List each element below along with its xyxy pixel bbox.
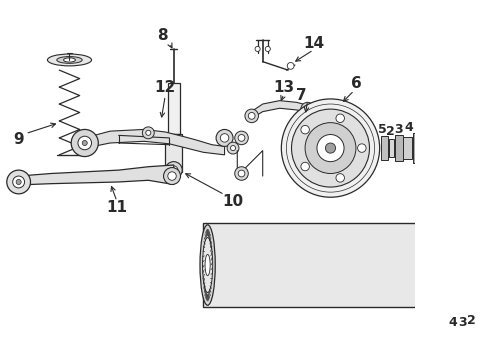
Circle shape: [358, 144, 366, 152]
Bar: [413, 133, 423, 163]
Text: 6: 6: [350, 76, 361, 91]
Ellipse shape: [200, 225, 215, 305]
Circle shape: [238, 170, 245, 177]
Circle shape: [146, 130, 151, 135]
Text: 10: 10: [222, 194, 244, 209]
Circle shape: [336, 114, 344, 122]
Polygon shape: [85, 130, 224, 155]
Ellipse shape: [202, 238, 213, 293]
Polygon shape: [17, 165, 174, 186]
Circle shape: [235, 167, 248, 180]
Text: 11: 11: [106, 200, 127, 215]
Text: 8: 8: [157, 28, 168, 43]
Ellipse shape: [57, 57, 82, 63]
Circle shape: [292, 109, 369, 187]
Circle shape: [216, 130, 233, 147]
Bar: [403, 137, 412, 159]
Circle shape: [235, 131, 248, 145]
Circle shape: [245, 109, 258, 123]
Circle shape: [304, 106, 311, 112]
Circle shape: [301, 162, 309, 171]
Text: 9: 9: [13, 132, 24, 147]
Circle shape: [238, 135, 245, 141]
Polygon shape: [250, 101, 309, 119]
Text: 7: 7: [295, 88, 306, 103]
Ellipse shape: [64, 58, 75, 62]
Circle shape: [305, 123, 356, 174]
Circle shape: [78, 136, 92, 150]
Circle shape: [143, 127, 154, 139]
Bar: [165, 134, 182, 172]
Bar: [467, 252, 475, 279]
Text: 13: 13: [273, 80, 294, 95]
Text: 3: 3: [458, 316, 467, 329]
Text: 2: 2: [386, 125, 395, 138]
Circle shape: [227, 142, 239, 154]
Circle shape: [82, 140, 87, 145]
Text: 5: 5: [378, 123, 387, 136]
Text: 14: 14: [303, 36, 324, 50]
Bar: [389, 139, 394, 157]
Text: 4: 4: [404, 121, 413, 134]
Circle shape: [301, 125, 309, 134]
Circle shape: [325, 143, 336, 153]
Ellipse shape: [48, 54, 92, 66]
Ellipse shape: [205, 255, 210, 276]
Circle shape: [255, 46, 260, 51]
Circle shape: [168, 172, 176, 180]
Circle shape: [281, 99, 380, 197]
Text: 4: 4: [448, 316, 457, 329]
Circle shape: [230, 145, 236, 150]
Text: 3: 3: [394, 123, 403, 136]
Circle shape: [71, 130, 98, 157]
Circle shape: [165, 162, 182, 179]
Text: 2: 2: [467, 314, 476, 328]
Circle shape: [16, 179, 21, 185]
Circle shape: [336, 174, 344, 182]
Ellipse shape: [432, 222, 449, 307]
Bar: [203, 222, 441, 307]
Circle shape: [13, 176, 24, 188]
Circle shape: [265, 46, 270, 51]
Circle shape: [248, 112, 255, 119]
Circle shape: [287, 63, 294, 69]
Bar: [381, 136, 388, 160]
Bar: [451, 250, 459, 280]
Bar: [395, 135, 402, 161]
Circle shape: [7, 170, 30, 194]
Text: 12: 12: [155, 80, 176, 95]
Bar: [476, 247, 488, 283]
Circle shape: [301, 102, 315, 116]
Bar: [460, 253, 466, 277]
Circle shape: [164, 167, 180, 185]
Bar: [168, 83, 180, 134]
Circle shape: [317, 135, 344, 162]
Circle shape: [170, 166, 178, 174]
Circle shape: [220, 134, 229, 142]
